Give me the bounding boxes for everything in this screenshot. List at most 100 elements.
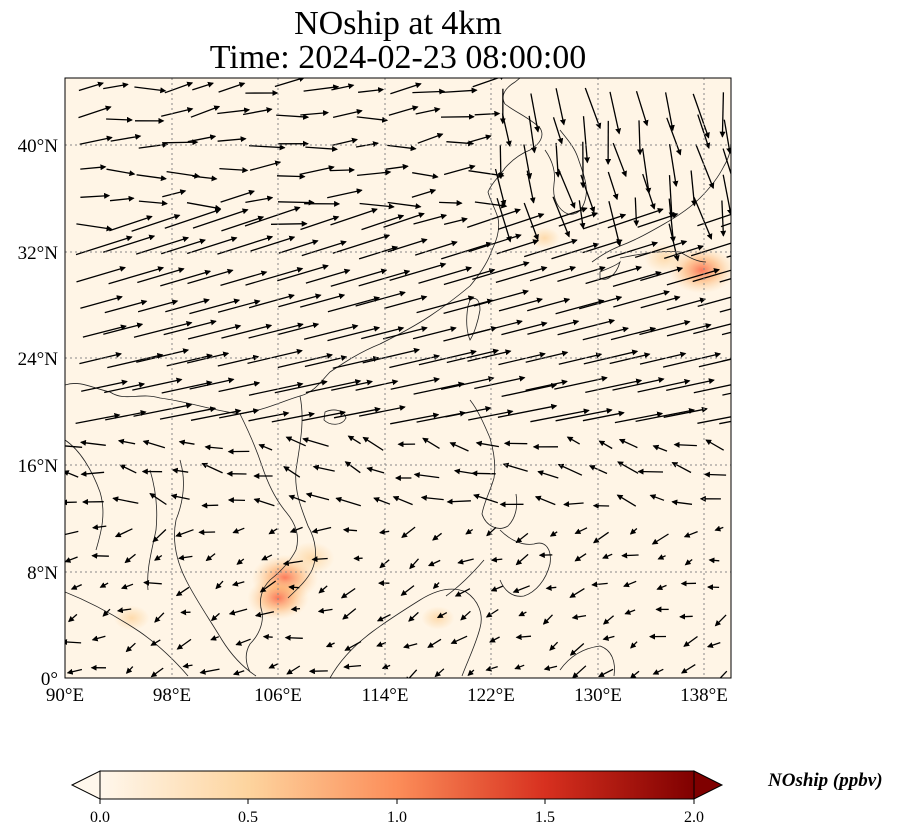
wind-arrow [609, 91, 622, 135]
wind-arrow [112, 496, 139, 504]
wind-arrow [637, 468, 664, 475]
wind-arrow [302, 410, 346, 422]
wind-arrow [636, 120, 643, 156]
colorbar-label: NOship (ppbv) [768, 770, 883, 791]
wind-arrow [557, 168, 576, 209]
wind-arrow [552, 117, 564, 145]
wind-arrow [82, 324, 127, 338]
wind-arrow [219, 167, 249, 174]
colorbar-tick-label: 0.0 [90, 809, 110, 826]
wind-arrow [467, 349, 512, 362]
wind-arrow [245, 267, 304, 286]
wind-arrow [714, 525, 724, 532]
wind-arrow [340, 587, 356, 599]
wind-arrow [231, 580, 245, 587]
wind-arrow [347, 435, 361, 445]
wind-arrow [412, 172, 439, 180]
wind-arrow [705, 439, 725, 451]
colorbar-tick-label: 0.5 [238, 809, 258, 826]
wind-arrow [361, 326, 405, 340]
concentration-hotspot [421, 606, 455, 630]
wind-arrow [592, 531, 609, 544]
wind-arrow [228, 608, 248, 616]
wind-arrow [217, 299, 261, 313]
wind-arrow [515, 532, 529, 544]
wind-arrow [524, 238, 578, 258]
wind-arrow [91, 552, 109, 559]
y-tick-label: 8°N [27, 563, 58, 584]
wind-arrow [432, 532, 442, 541]
y-axis-labels: 0° 8°N 16°N 24°N 32°N 40°N [18, 136, 59, 690]
wind-arrow [330, 268, 388, 287]
wind-arrow [318, 585, 328, 594]
wind-arrow [472, 78, 506, 88]
colorbar-extend-high [693, 770, 724, 800]
wind-arrow [109, 195, 135, 202]
wind-arrow [357, 169, 392, 177]
wind-arrow [384, 295, 428, 310]
wind-arrow [75, 412, 121, 425]
wind-arrow [515, 633, 532, 640]
y-tick-label: 24°N [18, 349, 59, 370]
wind-arrow [305, 268, 351, 284]
wind-arrow [81, 379, 128, 392]
wind-arrow [579, 295, 623, 310]
wind-arrow [639, 319, 691, 336]
wind-arrow [642, 173, 656, 210]
wind-arrow [652, 444, 668, 452]
wind-arrow [304, 355, 348, 368]
wind-arrow [683, 635, 698, 647]
wind-arrow [552, 196, 571, 238]
wind-arrow [475, 440, 500, 448]
wind-arrow [443, 217, 468, 226]
wind-arrow [163, 319, 217, 336]
colorbar-gradient [99, 770, 695, 800]
wind-arrow [722, 148, 731, 188]
wind-arrow [335, 496, 361, 507]
wind-arrow [235, 638, 251, 646]
wind-arrow [558, 211, 599, 227]
wind-arrow [420, 494, 444, 501]
wind-arrow [557, 463, 583, 476]
wind-arrow [489, 636, 500, 643]
wind-arrow [719, 308, 731, 313]
wind-arrow [355, 141, 379, 148]
wind-arrow [668, 144, 679, 187]
wind-arrow [387, 201, 422, 210]
wind-arrow [640, 266, 684, 282]
wind-arrow [666, 378, 715, 392]
wind-arrow [125, 642, 136, 653]
wind-arrow [549, 641, 559, 651]
wind-arrow [161, 238, 206, 255]
wind-arrow [215, 580, 224, 590]
wind-arrow [166, 353, 213, 367]
wind-arrow [608, 201, 622, 247]
wind-arrow [299, 165, 335, 176]
wind-arrow [108, 266, 165, 285]
wind-arrow [666, 268, 720, 286]
wind-arrow [602, 615, 615, 625]
wind-arrow [485, 665, 498, 672]
wind-arrow [205, 553, 216, 562]
wind-arrow [684, 558, 693, 566]
wind-arrow [703, 471, 727, 478]
wind-arrow [607, 171, 619, 201]
wind-arrow [613, 290, 670, 308]
wind-arrow [501, 321, 548, 336]
wind-arrow [649, 494, 665, 501]
wind-arrow [432, 582, 440, 590]
wind-arrow [301, 240, 347, 257]
colorbar-tick-label: 1.5 [535, 809, 555, 826]
wind-arrow [119, 464, 137, 474]
wind-arrow [362, 436, 384, 451]
wind-arrow [413, 213, 448, 225]
wind-arrow [719, 277, 731, 283]
wind-arrow [276, 173, 306, 180]
wind-arrow [136, 236, 190, 255]
wind-arrow [161, 380, 213, 394]
wind-arrow [723, 119, 731, 154]
wind-arrow [582, 410, 625, 422]
x-tick-label: 122°E [467, 685, 515, 706]
wind-arrow [563, 501, 584, 508]
wind-arrow [582, 238, 623, 254]
